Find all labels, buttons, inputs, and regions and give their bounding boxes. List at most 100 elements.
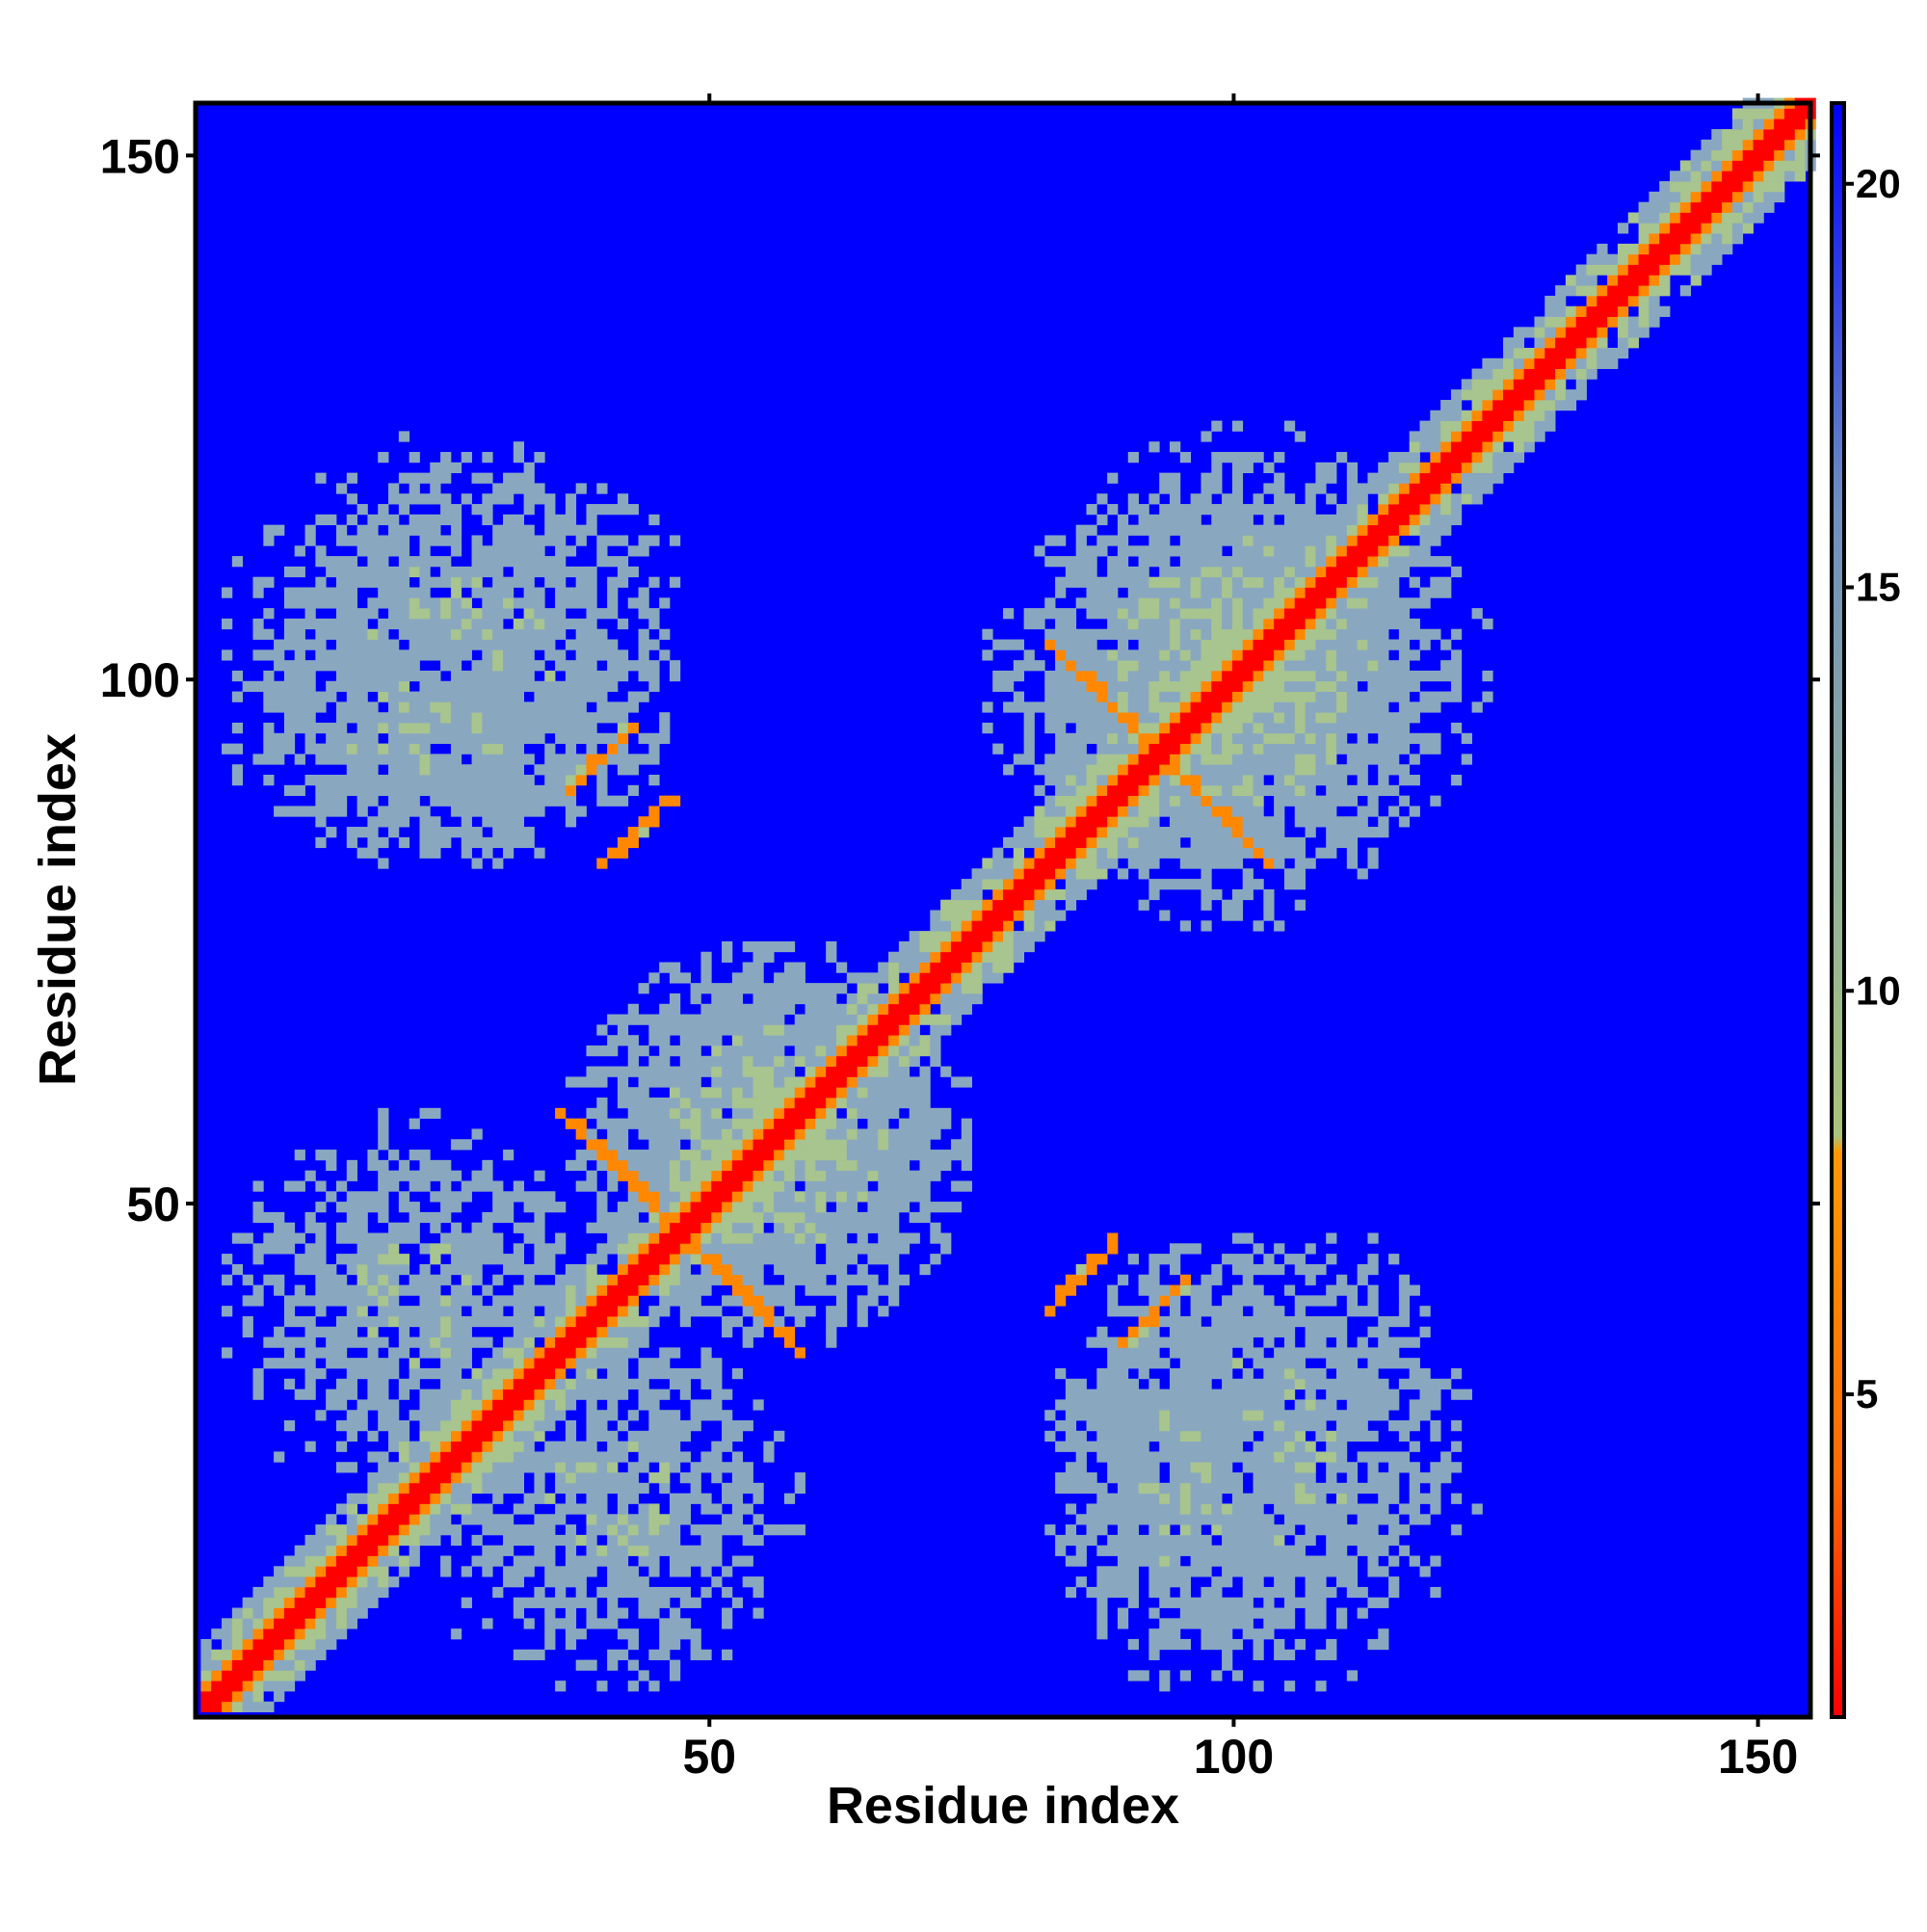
heatmap-cell bbox=[1179, 701, 1192, 713]
heatmap-cell bbox=[1159, 1681, 1171, 1692]
heatmap-cell bbox=[783, 1232, 796, 1244]
heatmap-cell bbox=[1107, 1367, 1119, 1380]
heatmap-cell bbox=[1211, 784, 1223, 797]
heatmap-cell bbox=[1263, 1389, 1275, 1400]
heatmap-cell bbox=[492, 722, 504, 734]
heatmap-cell bbox=[1065, 701, 1077, 713]
heatmap-cell bbox=[1138, 608, 1149, 620]
heatmap-cell bbox=[283, 587, 296, 598]
heatmap-cell bbox=[304, 587, 316, 598]
heatmap-cell bbox=[346, 660, 357, 672]
heatmap-cell bbox=[1274, 628, 1285, 640]
heatmap-cell bbox=[1117, 1441, 1129, 1452]
heatmap-cell bbox=[1096, 1566, 1108, 1577]
heatmap-cell bbox=[617, 1254, 629, 1265]
heatmap-cell bbox=[1117, 597, 1129, 609]
heatmap-cell bbox=[1086, 1337, 1097, 1348]
heatmap-cell bbox=[648, 1066, 660, 1077]
heatmap-cell bbox=[930, 1159, 941, 1172]
heatmap-cell bbox=[1211, 1670, 1223, 1681]
heatmap-cell bbox=[1231, 858, 1244, 869]
heatmap-cell bbox=[1179, 1399, 1192, 1411]
heatmap-cell bbox=[544, 784, 556, 797]
heatmap-cell bbox=[335, 701, 348, 713]
heatmap-cell bbox=[1075, 775, 1087, 786]
heatmap-cell bbox=[211, 1690, 223, 1703]
heatmap-cell bbox=[513, 556, 524, 568]
heatmap-cell bbox=[1034, 701, 1045, 713]
heatmap-cell bbox=[659, 1306, 671, 1317]
heatmap-cell bbox=[1201, 680, 1212, 692]
heatmap-cell bbox=[1170, 1347, 1181, 1359]
heatmap-cell bbox=[1253, 535, 1264, 546]
heatmap-cell bbox=[722, 1191, 733, 1203]
heatmap-cell bbox=[1170, 1284, 1181, 1296]
heatmap-cell bbox=[1148, 1274, 1160, 1285]
heatmap-cell bbox=[846, 1150, 858, 1161]
heatmap-cell bbox=[492, 858, 504, 869]
heatmap-cell bbox=[794, 983, 805, 994]
heatmap-cell bbox=[398, 1503, 410, 1515]
heatmap-cell bbox=[502, 1451, 515, 1463]
heatmap-cell bbox=[1013, 754, 1025, 765]
heatmap-cell bbox=[534, 483, 545, 494]
heatmap-cell bbox=[326, 806, 337, 817]
heatmap-cell bbox=[1148, 576, 1160, 588]
heatmap-cell bbox=[638, 1222, 649, 1233]
heatmap-cell bbox=[898, 940, 911, 953]
heatmap-cell bbox=[1107, 1358, 1119, 1369]
heatmap-cell bbox=[690, 1367, 701, 1380]
heatmap-cell bbox=[586, 608, 597, 620]
heatmap-cell bbox=[1201, 701, 1212, 713]
heatmap-cell bbox=[523, 1493, 535, 1504]
heatmap-cell bbox=[711, 1462, 723, 1473]
heatmap-cell bbox=[294, 784, 305, 797]
heatmap-cell bbox=[648, 1150, 660, 1161]
heatmap-cell bbox=[440, 660, 452, 672]
heatmap-cell bbox=[326, 597, 337, 609]
heatmap-cell bbox=[555, 608, 567, 620]
heatmap-cell bbox=[722, 1254, 733, 1265]
heatmap-cell bbox=[555, 784, 567, 797]
heatmap-cell bbox=[513, 680, 524, 692]
heatmap-cell bbox=[1211, 1472, 1223, 1484]
heatmap-cell bbox=[430, 712, 441, 724]
heatmap-cell bbox=[659, 732, 671, 744]
heatmap-cell bbox=[752, 1014, 764, 1025]
heatmap-cell bbox=[1190, 587, 1201, 598]
heatmap-cell bbox=[471, 1399, 483, 1411]
heatmap-cell bbox=[659, 1389, 671, 1400]
heatmap-cell bbox=[461, 566, 472, 578]
heatmap-cell bbox=[242, 1607, 253, 1619]
heatmap-cell bbox=[627, 597, 639, 609]
heatmap-cell bbox=[409, 701, 420, 713]
heatmap-cell bbox=[700, 1035, 712, 1046]
heatmap-cell bbox=[607, 1243, 619, 1255]
heatmap-cell bbox=[263, 1576, 275, 1588]
heatmap-cell bbox=[1159, 1638, 1171, 1651]
heatmap-cell bbox=[283, 1358, 296, 1369]
heatmap-cell bbox=[909, 1180, 920, 1192]
heatmap-cell bbox=[367, 597, 379, 609]
heatmap-cell bbox=[648, 1367, 660, 1380]
heatmap-cell bbox=[711, 1076, 723, 1088]
heatmap-cell bbox=[513, 1534, 524, 1547]
heatmap-cell bbox=[315, 628, 327, 640]
heatmap-cell bbox=[1201, 1555, 1212, 1567]
heatmap-cell bbox=[346, 1462, 357, 1473]
heatmap-cell bbox=[398, 1451, 410, 1463]
heatmap-cell bbox=[492, 1274, 504, 1285]
heatmap-cell bbox=[826, 1222, 837, 1233]
heatmap-cell bbox=[274, 680, 285, 692]
heatmap-cell bbox=[378, 1503, 389, 1515]
heatmap-cell bbox=[419, 1472, 431, 1484]
heatmap-cell bbox=[283, 1232, 296, 1244]
heatmap-cell bbox=[607, 1566, 619, 1577]
heatmap-cell bbox=[430, 524, 441, 536]
heatmap-cell bbox=[1127, 784, 1139, 797]
heatmap-cell bbox=[1170, 1597, 1181, 1608]
heatmap-cell bbox=[450, 1222, 462, 1233]
heatmap-cell bbox=[1222, 1306, 1233, 1317]
heatmap-cell bbox=[544, 1576, 556, 1588]
heatmap-cell bbox=[919, 1180, 931, 1192]
